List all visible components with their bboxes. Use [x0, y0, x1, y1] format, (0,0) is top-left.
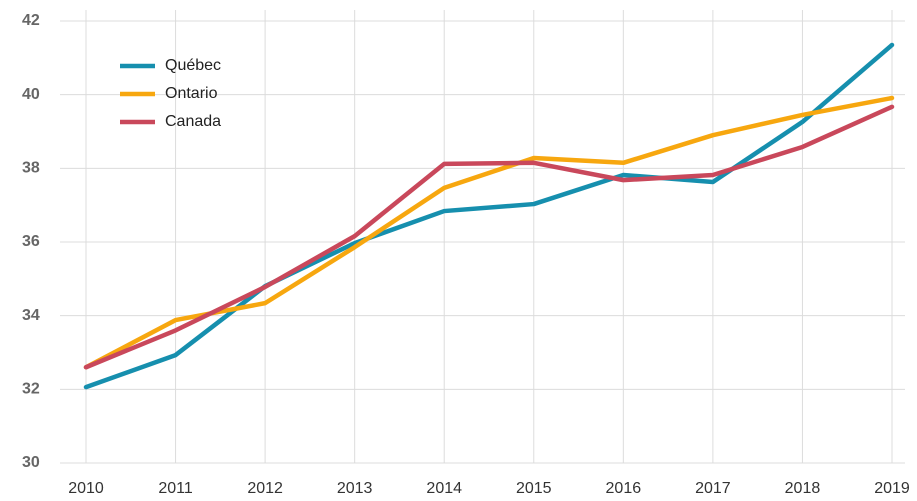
x-tick-label: 2018 — [785, 480, 821, 497]
x-tick-label: 2014 — [426, 480, 462, 497]
x-tick-label: 2019 — [874, 480, 910, 497]
x-tick-label: 2010 — [68, 480, 104, 497]
y-tick-label: 42 — [22, 12, 40, 29]
legend-label: Québec — [165, 57, 221, 74]
line-series — [83, 95, 895, 370]
x-tick-label: 2015 — [516, 480, 552, 497]
x-tick-label: 2016 — [606, 480, 642, 497]
legend-label: Ontario — [165, 85, 218, 102]
x-tick-label: 2013 — [337, 480, 373, 497]
y-tick-label: 34 — [22, 307, 40, 324]
line-series — [83, 42, 895, 390]
x-tick-label: 2012 — [247, 480, 283, 497]
legend-label: Canada — [165, 113, 221, 130]
y-tick-label: 32 — [22, 381, 40, 398]
y-tick-label: 30 — [22, 454, 40, 471]
line-series — [83, 104, 895, 370]
x-tick-label: 2011 — [158, 480, 193, 497]
x-tick-label: 2017 — [695, 480, 731, 497]
y-tick-label: 40 — [22, 86, 40, 103]
y-tick-label: 38 — [22, 160, 40, 177]
y-tick-label: 36 — [22, 233, 40, 250]
